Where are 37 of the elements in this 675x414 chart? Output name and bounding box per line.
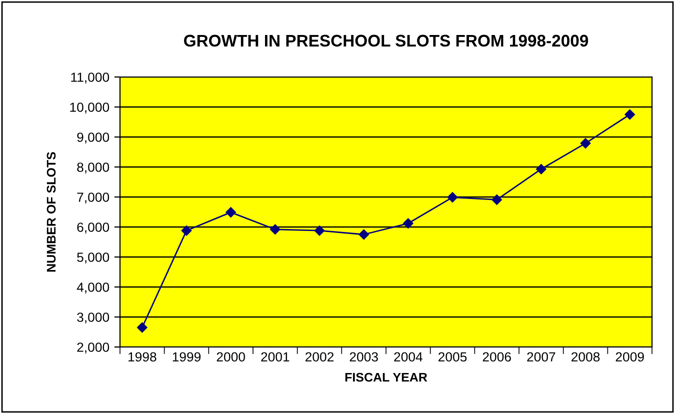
point bbox=[226, 207, 236, 218]
x-tick-label: 2000 bbox=[216, 352, 245, 362]
point bbox=[314, 225, 325, 236]
x-tick-label: 2002 bbox=[305, 352, 334, 362]
point bbox=[624, 109, 635, 120]
x-tick-label: 1999 bbox=[172, 352, 201, 362]
x-tick-label: 2008 bbox=[571, 352, 600, 362]
y-tick-label: 4,000 bbox=[76, 282, 110, 294]
y-tick-label: 10,000 bbox=[70, 102, 110, 114]
x-tick-label: 2009 bbox=[616, 352, 644, 362]
y-tick-label: 7,000 bbox=[77, 192, 110, 204]
point bbox=[403, 218, 414, 229]
x-tick-label: 2003 bbox=[350, 352, 378, 362]
point bbox=[536, 164, 546, 174]
x-tick-label: 2004 bbox=[394, 352, 422, 362]
x-axis-title: FISCAL YEAR bbox=[345, 372, 428, 382]
y-tick-label: 8,000 bbox=[77, 162, 110, 174]
y-tick-label: 5,000 bbox=[77, 252, 110, 264]
y-tick-label: 11,000 bbox=[71, 72, 110, 84]
x-tick-label: 1998 bbox=[128, 352, 156, 362]
x-tick-label: 2007 bbox=[527, 352, 556, 362]
y-axis-title: NUMBER OF SLOTS bbox=[46, 152, 56, 272]
chart-title: GROWTH IN PRESCHOOL SLOTS FROM 1998-2009 bbox=[184, 34, 588, 47]
x-tick-label: 2001 bbox=[261, 352, 290, 362]
point bbox=[580, 138, 591, 148]
point bbox=[492, 194, 502, 205]
point bbox=[181, 225, 192, 236]
y-tick-label: 2,000 bbox=[77, 342, 110, 354]
point bbox=[358, 229, 369, 240]
point bbox=[137, 322, 148, 333]
y-tick-label: 9,000 bbox=[77, 132, 110, 144]
x-tick-label: 2006 bbox=[482, 352, 511, 362]
point bbox=[447, 192, 458, 202]
y-tick-label: 6,000 bbox=[77, 222, 110, 234]
y-tick-label: 3,000 bbox=[77, 312, 110, 324]
point bbox=[270, 224, 280, 235]
x-tick-label: 2005 bbox=[438, 352, 467, 362]
